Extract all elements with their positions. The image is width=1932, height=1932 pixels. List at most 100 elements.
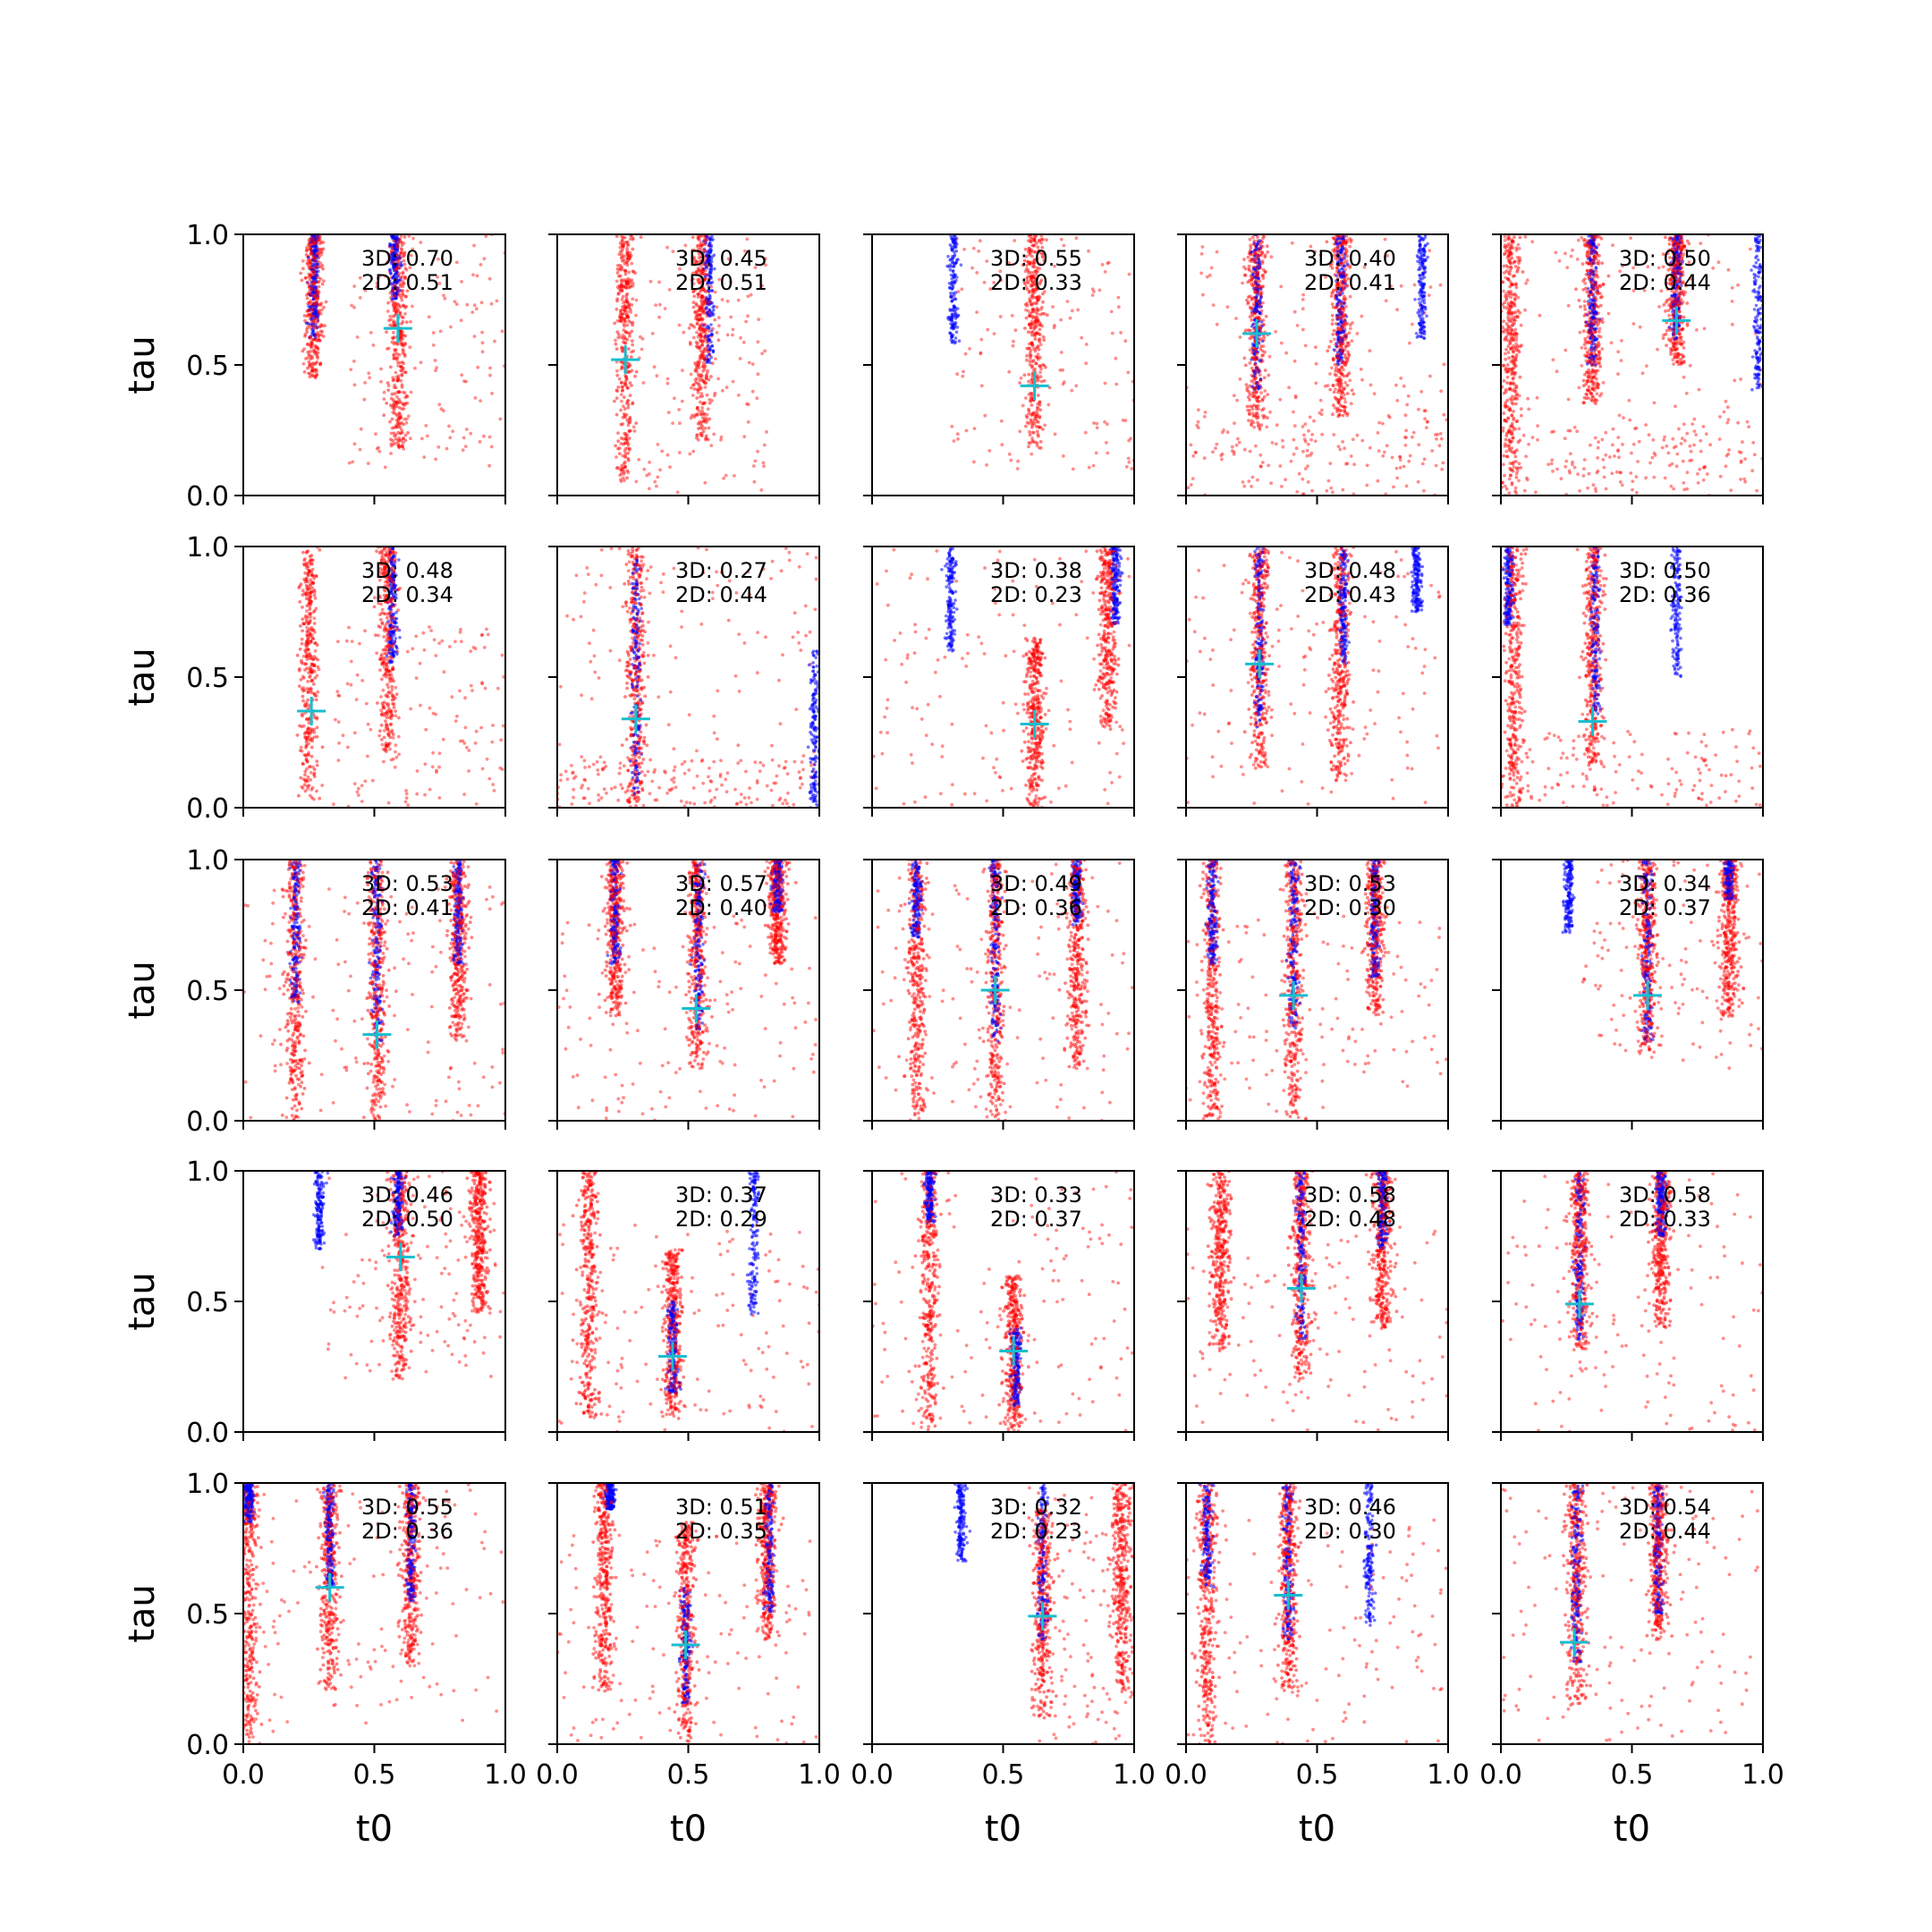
- red-point: [391, 314, 395, 318]
- red-point: [1248, 408, 1251, 412]
- red-point: [703, 277, 708, 282]
- red-point: [1253, 386, 1257, 391]
- red-point: [1092, 290, 1096, 293]
- red-point: [462, 436, 466, 440]
- red-point: [1736, 283, 1740, 287]
- red-point: [1330, 366, 1334, 370]
- red-point: [1563, 251, 1567, 256]
- red-point: [314, 289, 318, 293]
- red-point: [304, 252, 309, 257]
- red-point: [623, 380, 627, 385]
- red-point: [703, 416, 707, 419]
- blue-point: [949, 338, 953, 342]
- red-point: [1256, 249, 1260, 253]
- red-point: [1094, 451, 1098, 455]
- red-point: [1123, 419, 1128, 422]
- red-point: [621, 385, 625, 389]
- red-point: [318, 235, 322, 240]
- red-point: [620, 252, 623, 257]
- red-point: [474, 307, 479, 311]
- red-point: [698, 394, 702, 399]
- red-point: [434, 369, 437, 373]
- red-point: [403, 276, 407, 281]
- blue-point: [1258, 310, 1262, 315]
- blue-point: [397, 267, 401, 270]
- blue-point: [1339, 319, 1343, 324]
- red-point: [628, 446, 631, 451]
- red-point: [1306, 480, 1310, 484]
- red-point: [699, 264, 703, 267]
- blue-point: [315, 301, 318, 306]
- red-point: [717, 277, 722, 282]
- red-point: [312, 369, 317, 374]
- blue-point: [1340, 355, 1343, 360]
- red-point: [616, 439, 621, 444]
- red-point: [1038, 408, 1043, 412]
- red-point: [1261, 353, 1266, 357]
- red-point: [697, 346, 701, 351]
- red-point: [396, 422, 401, 427]
- red-point: [1095, 426, 1099, 430]
- red-point: [1696, 471, 1699, 476]
- red-point: [719, 435, 724, 439]
- blue-point: [394, 279, 397, 283]
- red-point: [700, 394, 705, 398]
- red-point: [1335, 374, 1338, 377]
- red-point: [1258, 292, 1263, 297]
- red-point: [389, 431, 394, 436]
- red-point: [624, 279, 629, 284]
- red-point: [394, 418, 399, 422]
- red-point: [454, 260, 459, 265]
- red-point: [1295, 490, 1300, 494]
- red-point: [400, 407, 404, 411]
- red-point: [624, 401, 629, 405]
- red-point: [1242, 356, 1247, 360]
- red-point: [1739, 461, 1743, 464]
- red-point: [1027, 372, 1031, 377]
- red-point: [620, 469, 624, 473]
- red-point: [1027, 421, 1031, 426]
- red-point: [631, 323, 635, 327]
- red-point: [700, 424, 704, 428]
- red-point: [701, 350, 705, 354]
- red-point: [462, 379, 466, 383]
- blue-point: [1417, 297, 1421, 301]
- red-point: [699, 433, 703, 437]
- red-point: [729, 315, 733, 319]
- red-point: [1250, 282, 1253, 286]
- red-point: [1696, 481, 1700, 485]
- red-point: [746, 294, 750, 299]
- red-point: [390, 392, 394, 396]
- blue-point: [954, 245, 958, 250]
- red-point: [1502, 462, 1505, 467]
- red-point: [299, 271, 303, 275]
- blue-point: [709, 333, 713, 337]
- blue-point: [953, 336, 958, 340]
- red-point: [368, 376, 371, 380]
- blue-point: [317, 269, 320, 274]
- red-point: [1683, 438, 1687, 443]
- red-point: [1328, 372, 1332, 376]
- red-point: [653, 479, 657, 484]
- red-point: [301, 267, 305, 271]
- red-point: [1611, 427, 1615, 431]
- red-point: [631, 269, 635, 274]
- red-point: [624, 298, 629, 302]
- blue-point: [1250, 250, 1253, 254]
- red-point: [479, 263, 483, 267]
- red-point: [1682, 487, 1687, 492]
- red-point: [704, 238, 708, 242]
- blue-point: [306, 281, 309, 284]
- red-point: [398, 400, 402, 404]
- red-point: [1313, 439, 1318, 444]
- blue-point: [703, 358, 707, 361]
- red-point: [1336, 369, 1341, 372]
- red-point: [1256, 478, 1259, 482]
- red-point: [765, 430, 768, 434]
- red-point: [1305, 448, 1309, 453]
- blue-point: [1421, 272, 1425, 276]
- red-point: [738, 357, 742, 360]
- red-point: [1196, 419, 1200, 424]
- blue-point: [709, 355, 714, 360]
- red-point: [482, 434, 486, 438]
